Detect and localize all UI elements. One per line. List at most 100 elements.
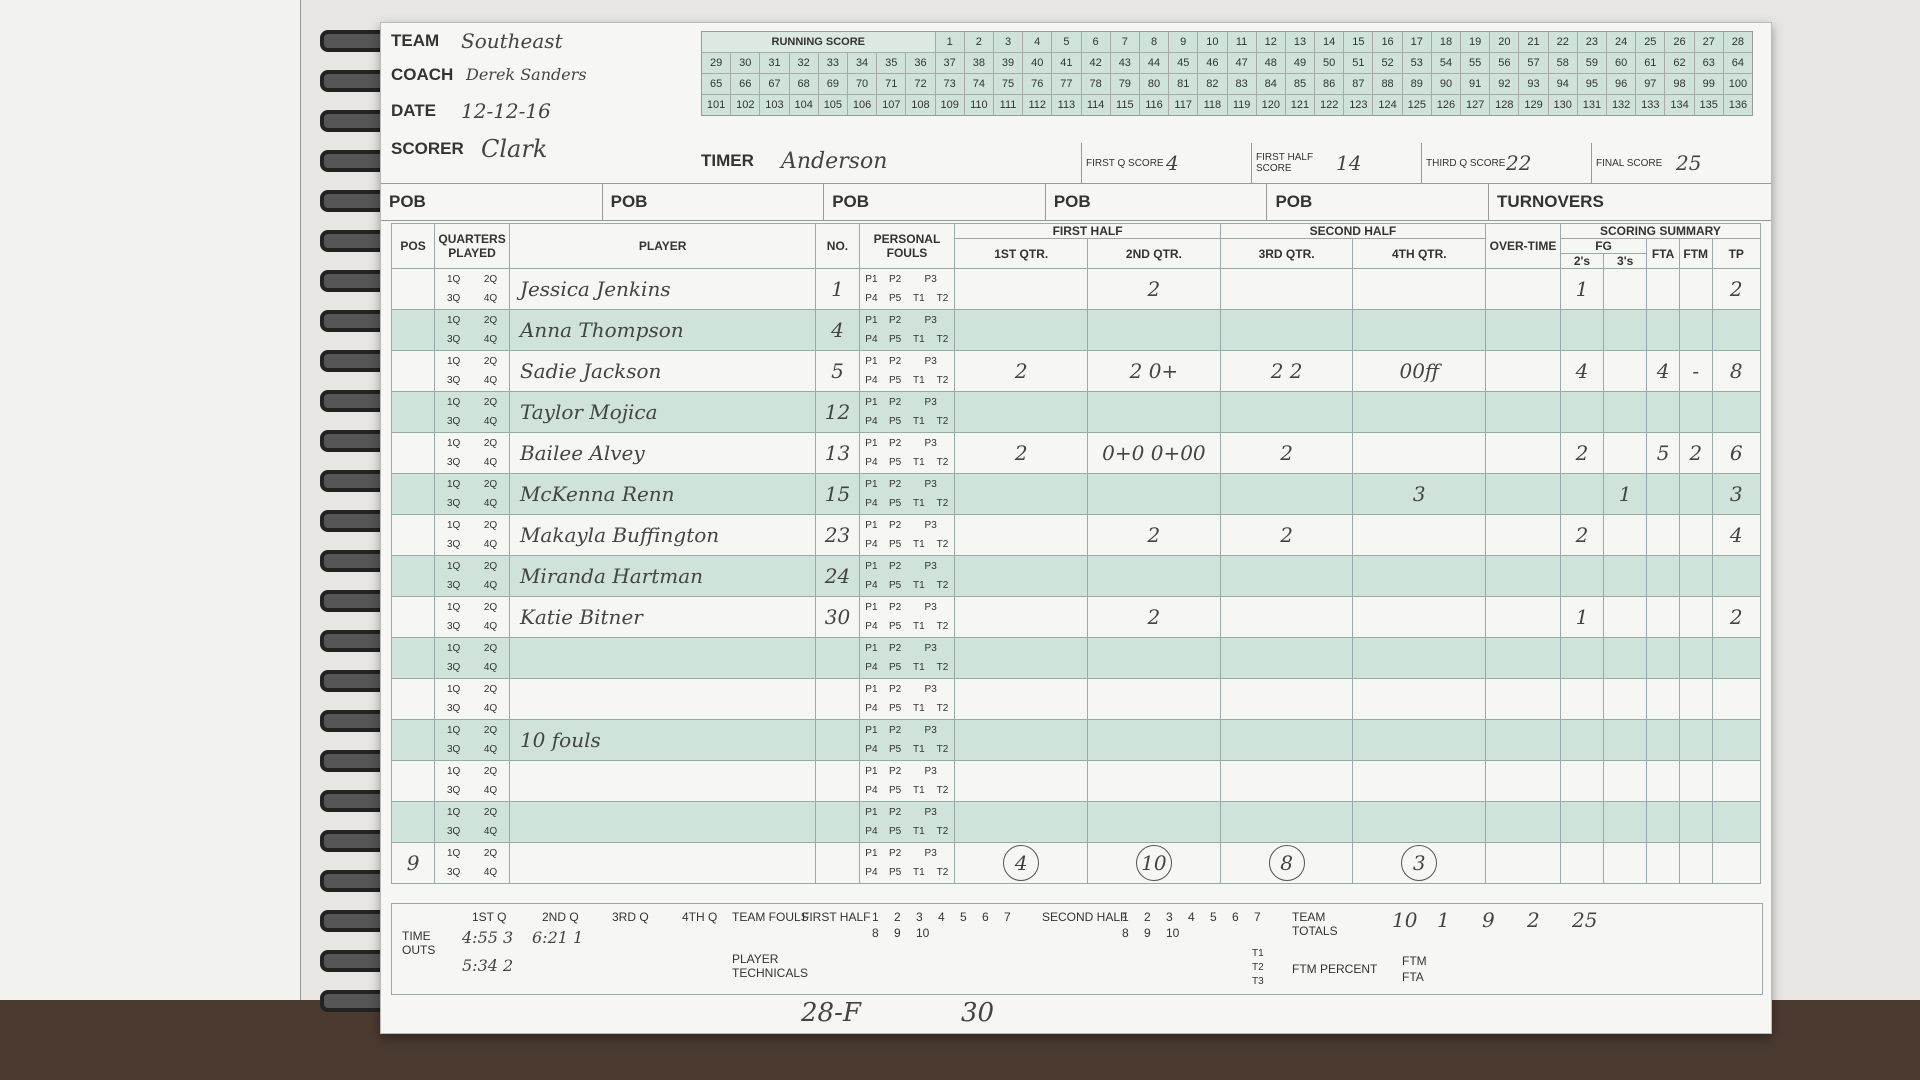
label: TIME OUTS	[402, 929, 436, 957]
running-number: 61	[1636, 53, 1665, 73]
quarter-label: 4Q	[483, 539, 498, 550]
cell	[815, 678, 860, 720]
running-number: 67	[760, 74, 789, 94]
running-number: 47	[1227, 53, 1256, 73]
foul-label: T2	[936, 334, 949, 345]
foul-label: P5	[888, 293, 902, 304]
quarters-played: 1Q 2Q 3Q 4Q	[435, 803, 509, 841]
running-number: 46	[1198, 53, 1227, 73]
foul-label: P4	[865, 867, 878, 878]
running-number: 103	[760, 95, 789, 115]
scoresheet: TEAM Southeast COACH Derek Sanders DATE …	[380, 22, 1772, 1034]
cell	[1485, 555, 1561, 597]
cell	[1219, 473, 1354, 515]
quarter-label: 2Q	[483, 438, 498, 449]
pob: POB	[603, 184, 825, 220]
running-number: 31	[760, 53, 789, 73]
quarter-label: 3Q	[446, 621, 461, 632]
fouls: P1 P2 P3 P4 P5 T1 T2	[860, 762, 955, 800]
q4: 00ff	[1399, 359, 1440, 383]
cell: 1Q 2Q 3Q 4Q	[434, 555, 510, 597]
cell: 8	[1219, 842, 1354, 884]
team-total: 1	[1437, 908, 1450, 932]
cell	[1678, 309, 1713, 351]
foul-label: P1	[865, 397, 878, 408]
cell: 30	[815, 596, 860, 638]
cell: 3	[1711, 473, 1762, 515]
quarter-label: 3Q	[446, 826, 461, 837]
running-number: 77	[1052, 74, 1081, 94]
cell	[1559, 760, 1605, 802]
foul-label: T1	[912, 662, 925, 673]
cell: 2 2	[1219, 350, 1354, 392]
foul-label: P4	[865, 498, 878, 509]
running-number: 7	[1110, 32, 1139, 52]
label: TEAM	[391, 31, 440, 50]
tp: 2	[1729, 605, 1743, 629]
cell: 1Q 2Q 3Q 4Q	[434, 514, 510, 556]
time-out: 5:34 2	[462, 956, 514, 975]
period-score: FINAL SCORE 25	[1591, 143, 1761, 183]
pos	[390, 268, 436, 310]
cell	[1603, 678, 1648, 720]
foul-label: P2	[888, 315, 902, 326]
number: 5	[831, 359, 844, 383]
foul-number: 8	[1122, 926, 1129, 940]
running-number: 124	[1373, 95, 1402, 115]
running-number: 135	[1694, 95, 1723, 115]
number: 23	[824, 523, 851, 547]
cell	[1485, 268, 1561, 310]
quarter-label: 1Q	[446, 848, 461, 859]
cell	[1219, 637, 1354, 679]
cell	[1219, 760, 1354, 802]
foul-label: T2	[936, 498, 949, 509]
cell	[508, 637, 817, 679]
player-name: Anna Thompson	[519, 318, 684, 342]
column-header: 1ST QTR.	[954, 238, 1089, 269]
cell: 15	[815, 473, 860, 515]
foul-number: 2	[1144, 910, 1151, 924]
foul-label: P4	[865, 621, 878, 632]
foul-label: P5	[888, 498, 902, 509]
cell	[1559, 801, 1605, 843]
tp: 8	[1729, 359, 1743, 383]
running-number: 10	[1198, 32, 1227, 52]
cell	[1559, 637, 1605, 679]
cell	[1485, 350, 1561, 392]
running-number: 94	[1548, 74, 1577, 94]
quarter-label: 4Q	[483, 375, 498, 386]
running-number: 121	[1285, 95, 1315, 115]
cell: 13	[815, 432, 860, 474]
running-number: 93	[1519, 74, 1548, 94]
quarter-label: 3Q	[446, 375, 461, 386]
foul-label: T2	[936, 539, 949, 550]
foul-label: P2	[888, 602, 902, 613]
cell	[1559, 473, 1605, 515]
running-number: 74	[964, 74, 993, 94]
cell	[1352, 596, 1487, 638]
cell	[1646, 719, 1680, 761]
running-number: 63	[1694, 53, 1723, 73]
cell: 10	[1087, 842, 1221, 884]
foul-label: T1	[912, 744, 925, 755]
foul-label: P5	[888, 375, 902, 386]
running-number: 8	[1139, 32, 1169, 52]
running-number: 64	[1723, 53, 1752, 73]
foul-number: 7	[1004, 910, 1011, 924]
cell	[1087, 719, 1221, 761]
running-number: 22	[1548, 32, 1577, 52]
q1: 2	[1014, 441, 1028, 465]
cell	[1711, 842, 1762, 884]
quarter-label: 2Q	[483, 356, 498, 367]
quarter-label: 2Q	[483, 725, 498, 736]
running-number: 50	[1315, 53, 1344, 73]
running-number: 112	[1023, 95, 1052, 115]
cell: P1 P2 P3 P4 P5 T1 T2	[858, 309, 956, 351]
quarter-label: 2Q	[483, 643, 498, 654]
cell	[1352, 514, 1487, 556]
cell: 2	[1559, 514, 1605, 556]
pos	[390, 391, 436, 433]
pos	[390, 760, 436, 802]
cell: P1 P2 P3 P4 P5 T1 T2	[858, 268, 956, 310]
quarter-label: 3Q	[446, 293, 461, 304]
